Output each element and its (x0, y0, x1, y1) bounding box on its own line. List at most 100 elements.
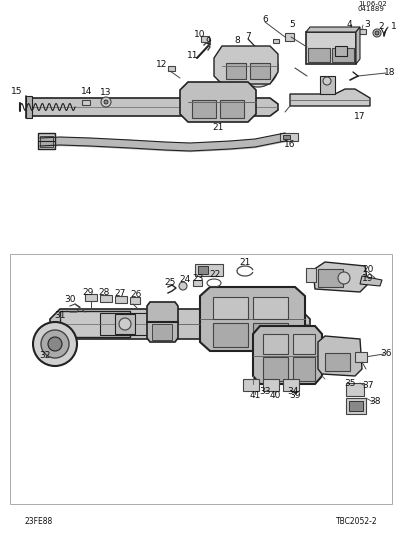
Circle shape (322, 77, 330, 85)
Circle shape (178, 282, 186, 290)
Bar (262, 334, 287, 354)
Text: 15: 15 (11, 87, 23, 96)
Text: 29: 29 (82, 287, 93, 296)
Bar (252, 323, 287, 347)
Bar (213, 323, 247, 347)
Circle shape (48, 337, 62, 351)
Polygon shape (213, 46, 277, 84)
Bar (317, 269, 342, 287)
Polygon shape (305, 32, 355, 64)
Bar (219, 100, 243, 118)
Bar (115, 296, 127, 303)
Text: 3: 3 (363, 20, 369, 28)
Text: 21: 21 (239, 257, 250, 266)
Text: 22: 22 (209, 270, 220, 279)
Text: 14: 14 (81, 87, 93, 96)
Polygon shape (200, 287, 304, 351)
Polygon shape (319, 76, 334, 94)
Text: 2: 2 (377, 21, 383, 30)
Polygon shape (60, 311, 130, 337)
Bar (100, 295, 112, 302)
Polygon shape (355, 27, 359, 64)
Text: 24: 24 (179, 274, 190, 284)
Bar (249, 63, 269, 79)
Bar (152, 324, 172, 340)
Bar (358, 29, 365, 34)
Bar (198, 266, 207, 274)
Text: 31: 31 (54, 311, 66, 320)
Bar (279, 133, 297, 141)
Bar (292, 334, 314, 354)
Text: 20: 20 (361, 264, 373, 273)
Circle shape (104, 100, 108, 104)
Circle shape (237, 47, 277, 87)
Text: 12: 12 (156, 59, 167, 68)
Bar (324, 353, 349, 371)
Bar (213, 297, 247, 319)
Bar (305, 268, 315, 282)
Text: 11: 11 (187, 51, 198, 59)
Polygon shape (115, 314, 135, 334)
Text: 10: 10 (194, 29, 205, 38)
Text: 18: 18 (383, 67, 395, 76)
Text: 16: 16 (284, 139, 295, 148)
Bar (345, 398, 365, 414)
Bar (348, 401, 362, 411)
Text: 35: 35 (343, 380, 355, 389)
Bar (282, 379, 298, 391)
Polygon shape (147, 302, 178, 342)
Text: 1: 1 (390, 21, 396, 30)
Bar (242, 379, 258, 391)
Text: 9: 9 (205, 36, 211, 45)
Text: 30: 30 (64, 294, 75, 303)
Bar (262, 379, 278, 391)
Bar (282, 135, 289, 139)
Bar (85, 294, 97, 301)
Text: 32: 32 (39, 351, 51, 360)
Polygon shape (180, 82, 255, 122)
Bar (334, 46, 346, 56)
Text: 13: 13 (100, 88, 111, 97)
Text: 19: 19 (361, 273, 373, 282)
Bar (262, 357, 287, 381)
Polygon shape (38, 133, 55, 149)
Bar (292, 357, 314, 381)
Polygon shape (252, 326, 321, 384)
Bar (331, 48, 353, 62)
Text: 1L06-02: 1L06-02 (357, 1, 386, 7)
Circle shape (119, 318, 131, 330)
Polygon shape (50, 309, 309, 339)
Bar (272, 39, 278, 43)
Polygon shape (359, 276, 381, 286)
Bar (168, 66, 174, 71)
Polygon shape (289, 89, 369, 106)
Text: 41: 41 (249, 391, 260, 400)
Bar (354, 352, 366, 362)
Text: 6: 6 (261, 14, 267, 23)
Polygon shape (312, 262, 367, 292)
Text: 17: 17 (353, 112, 365, 121)
Text: 8: 8 (233, 35, 239, 44)
Text: 39: 39 (289, 391, 300, 400)
Circle shape (41, 330, 69, 358)
Bar (192, 100, 215, 118)
Text: 23FE88: 23FE88 (25, 517, 53, 527)
Text: 21: 21 (212, 122, 223, 131)
Text: 34: 34 (287, 388, 298, 397)
Text: 5: 5 (288, 20, 294, 28)
Polygon shape (30, 98, 277, 116)
Bar (252, 297, 287, 319)
Bar (40, 136, 53, 147)
Text: 25: 25 (164, 278, 175, 287)
Circle shape (372, 29, 380, 37)
Bar (82, 100, 90, 105)
Circle shape (337, 272, 349, 284)
Text: 26: 26 (130, 289, 141, 299)
Circle shape (255, 65, 259, 69)
Bar (284, 33, 293, 41)
Text: 36: 36 (379, 349, 391, 358)
Bar (225, 63, 245, 79)
Text: 7: 7 (245, 32, 250, 41)
Text: 37: 37 (361, 381, 373, 390)
Text: 4: 4 (345, 20, 351, 28)
